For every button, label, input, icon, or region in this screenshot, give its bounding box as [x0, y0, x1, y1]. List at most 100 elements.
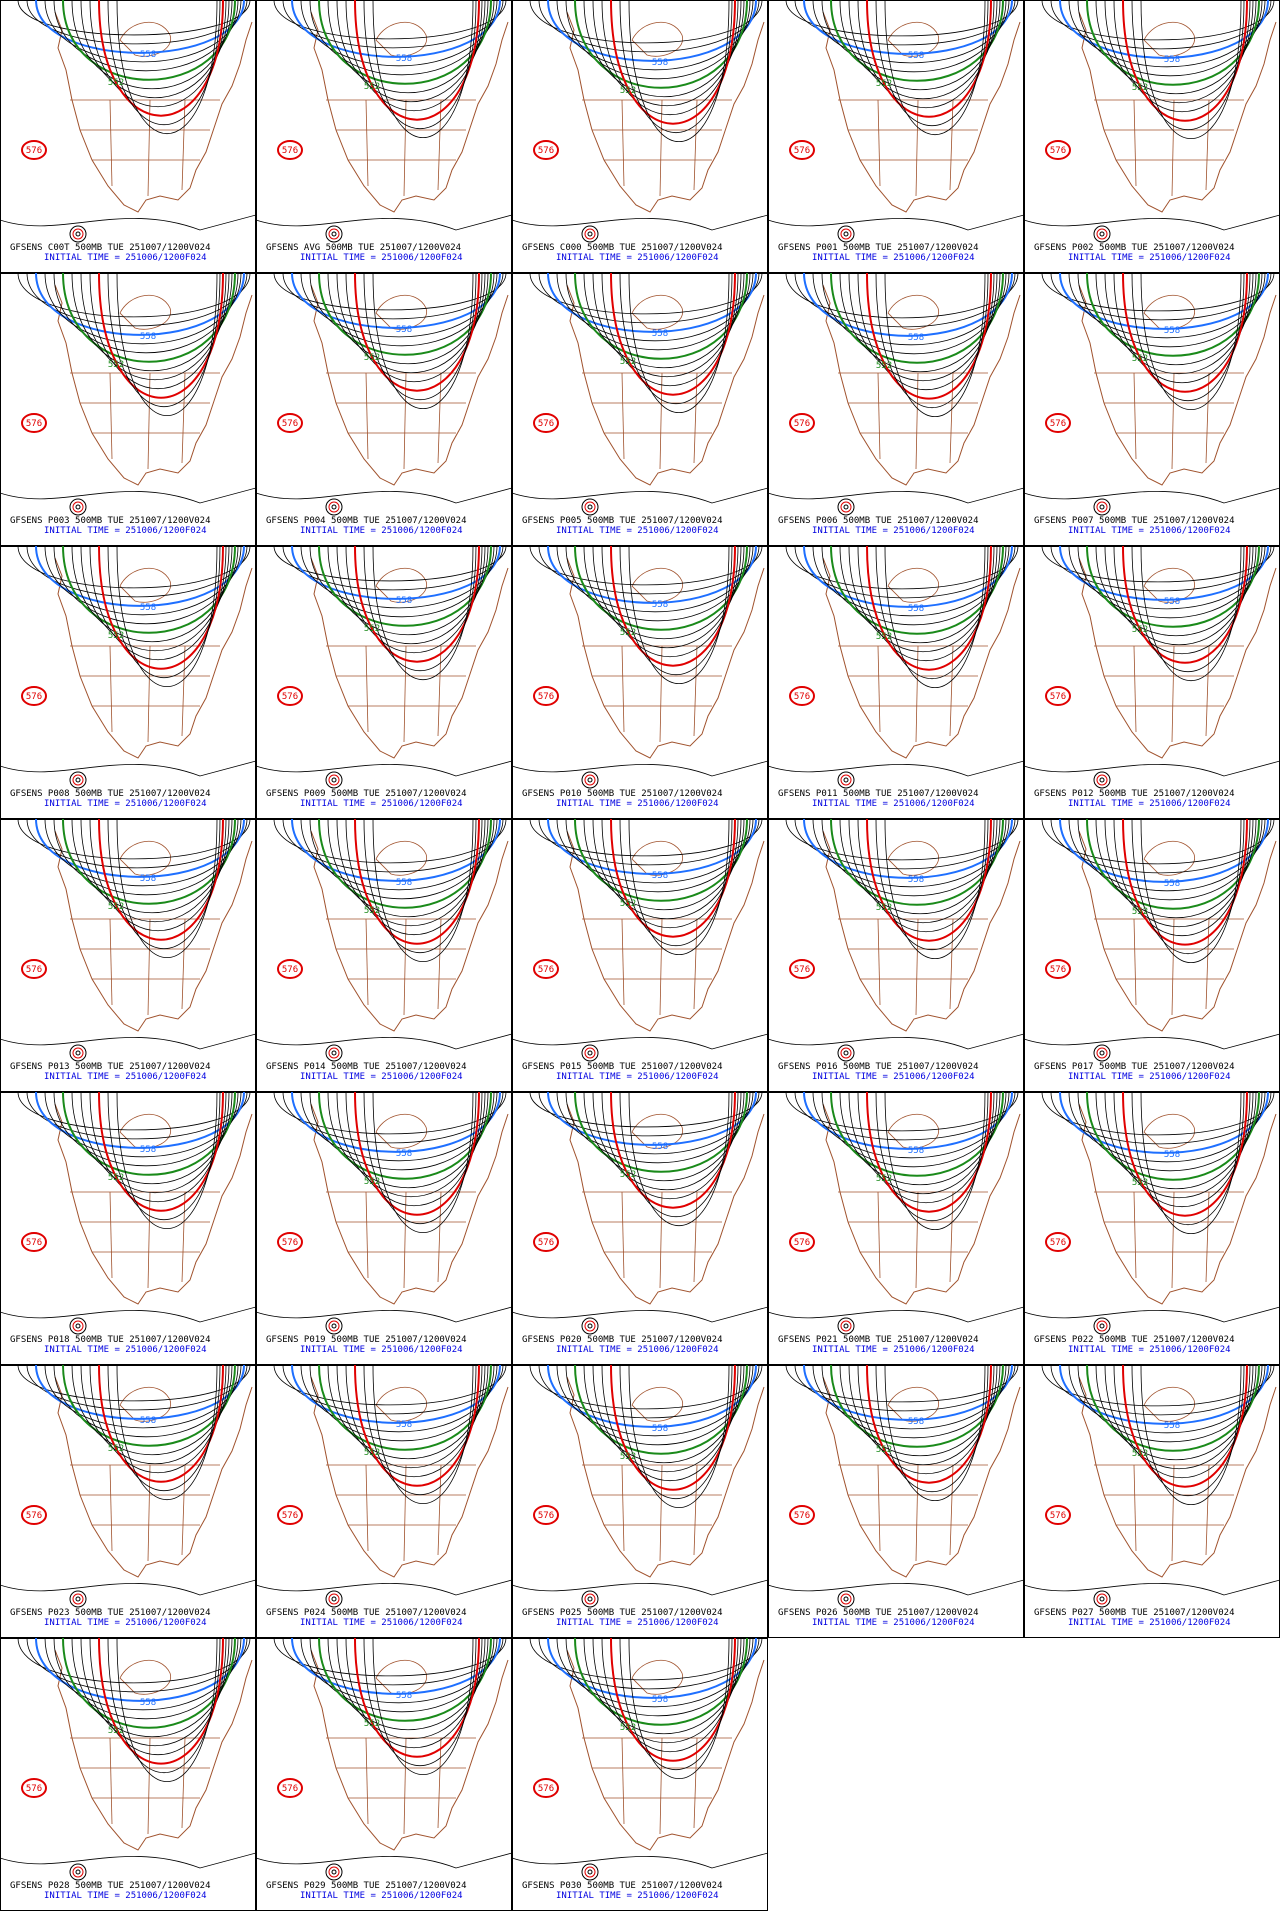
- contour: [511, 487, 769, 504]
- panel-title: GFSENS P024 500MB TUE 251007/1200V024: [266, 1608, 466, 1618]
- low-marker: [837, 771, 855, 789]
- border: [437, 1737, 442, 1829]
- contour: [345, 545, 483, 653]
- contour-ring: [533, 1778, 559, 1798]
- contour-label: 576: [794, 692, 810, 702]
- map-panel: 576 558 552 GFSENS P010 500MB TUE 251007/12…: [511, 545, 769, 819]
- contour-label: 576: [1050, 419, 1066, 429]
- contour-label: 576: [26, 146, 42, 156]
- contour: [89, 272, 227, 390]
- contour-label: 576: [538, 419, 554, 429]
- contour-label: 552: [876, 1174, 892, 1184]
- contour: [803, 545, 1013, 608]
- map-panel: 576 558 552 GFSENS P003 500MB TUE 251007/12…: [0, 272, 257, 546]
- contour: [610, 545, 736, 667]
- map-panel: 576 558 552 GFSENS P006 500MB TUE 251007/12…: [767, 272, 1025, 546]
- panel-title: GFSENS P019 500MB TUE 251007/1200V024: [266, 1335, 466, 1345]
- low-marker: [328, 1047, 340, 1059]
- contour: [80, 1091, 230, 1193]
- init-time: INITIAL TIME = 251006/1200F024: [44, 253, 207, 263]
- contour: [80, 272, 230, 380]
- contour: [628, 1091, 730, 1227]
- contour: [628, 545, 730, 685]
- contour-ring: [789, 413, 815, 433]
- contour: [583, 818, 745, 910]
- map-panel: 576 558 552 GFSENS P011 500MB TUE 251007/12…: [767, 545, 1025, 819]
- contour: [866, 272, 992, 400]
- contour: [336, 1091, 486, 1197]
- contour-label: 552: [108, 631, 124, 641]
- border: [1171, 1191, 1175, 1289]
- panel-title: GFSENS P002 500MB TUE 251007/1200V024: [1034, 243, 1234, 253]
- panel-title: GFSENS P014 500MB TUE 251007/1200V024: [266, 1062, 466, 1072]
- border: [631, 294, 683, 330]
- contour-label: 552: [620, 628, 636, 638]
- contour: [98, 1637, 224, 1765]
- low-marker: [328, 1866, 340, 1878]
- contour: [830, 545, 1004, 635]
- map-panel: 576 558 552 GFSENS C00T 500MB TUE 251007/12…: [0, 0, 257, 273]
- border: [621, 99, 625, 187]
- low-marker: [1096, 228, 1108, 240]
- contour: [291, 1091, 501, 1153]
- contour-label: 558: [140, 1145, 156, 1155]
- low-marker: [325, 771, 343, 789]
- contour: [601, 1364, 739, 1482]
- border: [147, 918, 151, 1016]
- map-panel: 576 558 552 GFSENS P008 500MB TUE 251007/12…: [0, 545, 257, 819]
- contour-label: 558: [908, 1417, 924, 1427]
- contour: [1086, 818, 1260, 910]
- contour-label: 552: [1132, 907, 1148, 917]
- contour: [363, 1637, 477, 1767]
- border: [621, 1191, 625, 1279]
- contour: [354, 1637, 480, 1758]
- contour: [601, 818, 739, 928]
- border: [437, 918, 442, 1010]
- contour: [354, 818, 480, 945]
- contour: [1131, 818, 1245, 955]
- contour: [255, 487, 513, 504]
- low-marker: [325, 1317, 343, 1335]
- contour: [619, 1364, 733, 1500]
- low-marker: [325, 1044, 343, 1062]
- low-marker: [75, 504, 81, 510]
- contour-label: 552: [620, 1170, 636, 1180]
- border: [1171, 1464, 1175, 1562]
- contour: [327, 1364, 489, 1459]
- contour: [318, 1364, 492, 1451]
- contour-label: 576: [1050, 1238, 1066, 1248]
- contour: [583, 1091, 745, 1182]
- contour-ring: [277, 686, 303, 706]
- panel-title: GFSENS C000 500MB TUE 251007/1200V024: [522, 243, 722, 253]
- contour: [71, 0, 233, 90]
- contour: [1095, 818, 1257, 918]
- low-marker: [1093, 498, 1111, 516]
- contour: [116, 1637, 218, 1783]
- border: [119, 294, 171, 330]
- contour-label: 558: [652, 1424, 668, 1434]
- contour: [857, 1364, 995, 1474]
- panel-title: GFSENS AVG 500MB TUE 251007/1200V024: [266, 243, 461, 253]
- contour: [354, 0, 480, 121]
- contour: [89, 818, 227, 931]
- panel-title: GFSENS P030 500MB TUE 251007/1200V024: [522, 1881, 722, 1891]
- panel-title: GFSENS P020 500MB TUE 251007/1200V024: [522, 1335, 722, 1345]
- contour: [71, 1637, 233, 1737]
- contour: [62, 1637, 236, 1729]
- border: [949, 99, 954, 191]
- contour: [839, 545, 1001, 643]
- contour-ring: [21, 1232, 47, 1252]
- contour: [1113, 818, 1251, 937]
- contour: [291, 818, 501, 882]
- contour-ring: [789, 140, 815, 160]
- contour: [0, 1306, 257, 1323]
- panel-title: GFSENS P021 500MB TUE 251007/1200V024: [778, 1335, 978, 1345]
- contour: [875, 545, 989, 680]
- panel-frame: [1024, 1365, 1280, 1638]
- contour-label: 552: [364, 906, 380, 916]
- contour: [830, 272, 1004, 364]
- contour: [327, 545, 489, 636]
- border: [1171, 99, 1175, 197]
- contour: [857, 272, 995, 391]
